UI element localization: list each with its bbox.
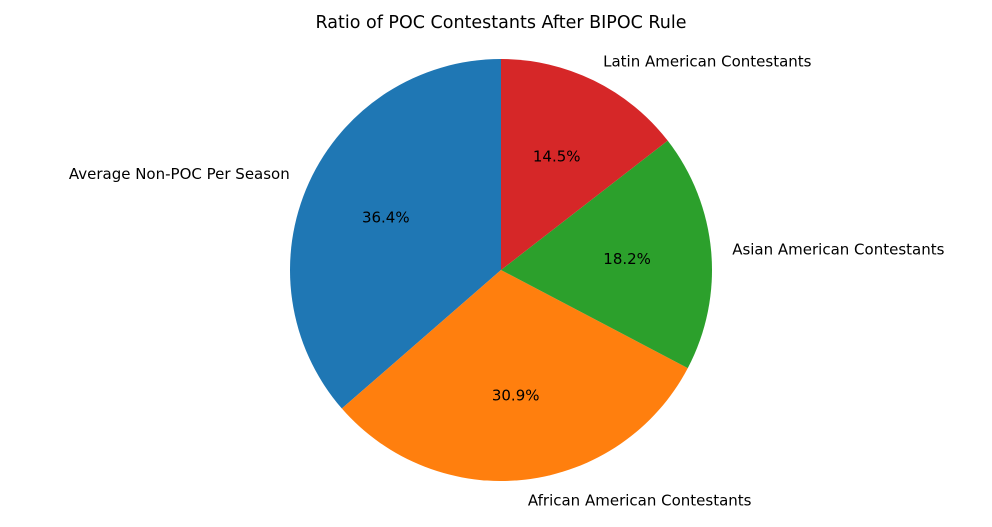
pct-label-asian-american-contestants: 18.2% <box>603 250 651 268</box>
chart-title: Ratio of POC Contestants After BIPOC Rul… <box>316 13 687 33</box>
slice-label-latin-american-contestants: Latin American Contestants <box>603 53 812 71</box>
pie-slice-average-non-poc-per-season <box>290 59 501 409</box>
pct-label-african-american-contestants: 30.9% <box>492 387 540 405</box>
pie-slice-asian-american-contestants <box>501 140 712 369</box>
slice-label-asian-american-contestants: Asian American Contestants <box>732 241 944 259</box>
slice-label-african-american-contestants: African American Contestants <box>528 492 752 510</box>
pie-slice-latin-american-contestants <box>501 59 668 270</box>
pct-label-latin-american-contestants: 14.5% <box>533 147 581 165</box>
slice-labels: Average Non-POC Per Season African Americ… <box>69 53 945 510</box>
percent-labels: 36.4% 30.9% 18.2% 14.5% <box>362 147 651 404</box>
pct-label-average-non-poc-per-season: 36.4% <box>362 209 410 227</box>
pie-slice-african-american-contestants <box>341 270 688 481</box>
pie-slices <box>290 59 712 481</box>
slice-label-average-non-poc-per-season: Average Non-POC Per Season <box>69 165 290 183</box>
